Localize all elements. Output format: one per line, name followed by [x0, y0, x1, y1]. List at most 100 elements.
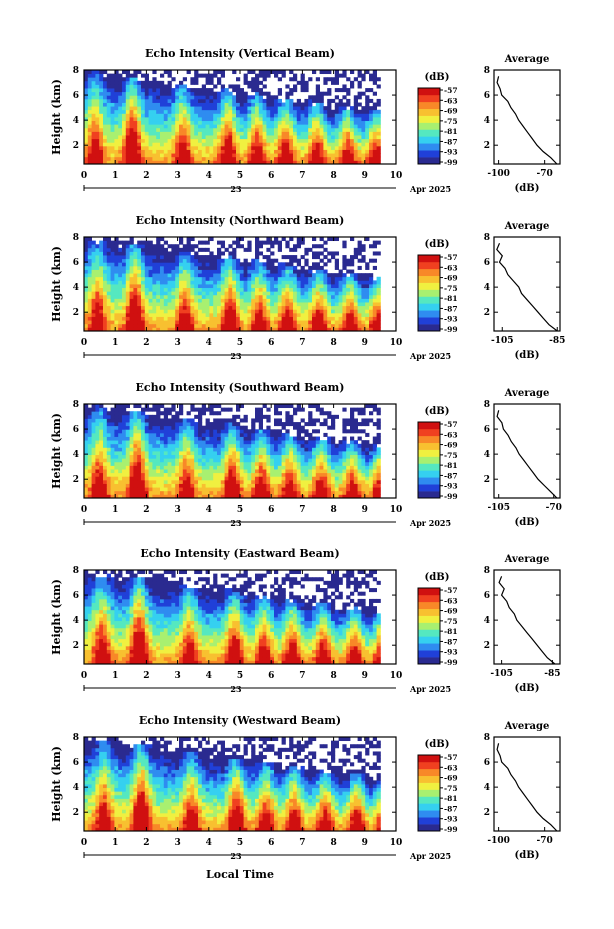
heatmap-cell: [95, 98, 100, 103]
heatmap-cell: [167, 120, 172, 125]
heatmap-cell: [220, 320, 225, 325]
heatmap-cell: [350, 276, 355, 281]
heatmap-cell: [293, 88, 298, 93]
heatmap-cell: [247, 284, 252, 289]
heatmap-cell: [319, 237, 324, 242]
heatmap-cell: [277, 70, 282, 75]
heatmap-cell: [266, 131, 271, 136]
heatmap-cell: [114, 142, 119, 147]
heatmap-cell: [357, 138, 362, 143]
heatmap-cell: [160, 131, 165, 136]
heatmap-cell: [152, 95, 157, 100]
heatmap-cell: [114, 309, 119, 314]
heatmap-cell: [365, 95, 370, 100]
heatmap-cell: [232, 131, 237, 136]
heatmap-cell: [285, 95, 290, 100]
heatmap-cell: [167, 440, 172, 445]
heatmap-cell: [129, 127, 134, 132]
heatmap-cell: [125, 117, 130, 122]
colorbar-frame: [417, 87, 441, 165]
heatmap-cell: [232, 490, 237, 495]
heatmap-cell: [274, 149, 279, 154]
heatmap-cell: [369, 302, 374, 307]
colorbar-tick-label: -57: [444, 253, 458, 262]
heatmap-cell: [99, 291, 104, 296]
heatmap-cell: [122, 113, 127, 118]
heatmap-cell: [296, 106, 301, 111]
heatmap-cell: [201, 432, 206, 437]
heatmap-cell: [190, 106, 195, 111]
heatmap-cell: [274, 98, 279, 103]
heatmap-cell: [171, 443, 176, 448]
heatmap-cell: [205, 298, 210, 303]
heatmap-cell: [133, 80, 138, 85]
heatmap-cell: [213, 135, 218, 140]
heatmap-cell: [175, 294, 180, 299]
heatmap-cell: [315, 302, 320, 307]
heatmap-cell: [144, 142, 149, 147]
heatmap-cell: [262, 312, 267, 317]
heatmap-cell: [118, 294, 123, 299]
heatmap-cell: [350, 135, 355, 140]
heatmap-cell: [133, 323, 138, 328]
heatmap-cell: [338, 276, 343, 281]
heatmap-cell: [129, 461, 134, 466]
heatmap-cell: [232, 284, 237, 289]
heatmap-cell: [300, 156, 305, 161]
heatmap-cell: [160, 91, 165, 96]
heatmap-cell: [217, 138, 222, 143]
heatmap-cell: [300, 294, 305, 299]
heatmap-cell: [346, 327, 351, 332]
heatmap-cell: [190, 305, 195, 310]
heatmap-cell: [266, 407, 271, 412]
heatmap-cell: [91, 247, 96, 252]
heatmap-cell: [258, 120, 263, 125]
heatmap-cell: [319, 302, 324, 307]
heatmap-cell: [224, 98, 229, 103]
heatmap-cell: [270, 124, 275, 129]
heatmap-cell: [251, 262, 256, 267]
heatmap-cell: [213, 84, 218, 89]
heatmap-cell: [194, 265, 199, 270]
heatmap-cell: [247, 451, 252, 456]
heatmap-cell: [118, 320, 123, 325]
heatmap-cell: [179, 490, 184, 495]
heatmap-cell: [304, 120, 309, 125]
heatmap-cell: [110, 269, 115, 274]
heatmap-cell: [281, 302, 286, 307]
heatmap-cell: [114, 476, 119, 481]
heatmap-cell: [167, 91, 172, 96]
heatmap-cell: [179, 109, 184, 114]
heatmap-cell: [167, 251, 172, 256]
heatmap-cell: [186, 411, 191, 416]
heatmap-cell: [106, 422, 111, 427]
heatmap-cell: [137, 312, 142, 317]
heatmap-cell: [376, 327, 381, 332]
heatmap-cell: [236, 479, 241, 484]
heatmap-cell: [160, 425, 165, 430]
heatmap-cell: [255, 309, 260, 314]
heatmap-cell: [163, 269, 168, 274]
heatmap-cell: [281, 102, 286, 107]
heatmap-cell: [91, 316, 96, 321]
heatmap-cell: [232, 327, 237, 332]
heatmap-cell: [369, 327, 374, 332]
heatmap-cell: [190, 472, 195, 477]
heatmap-cell: [91, 302, 96, 307]
heatmap-cell: [224, 312, 229, 317]
heatmap-cell: [167, 160, 172, 165]
heatmap-cell: [171, 135, 176, 140]
heatmap-cell: [346, 316, 351, 321]
heatmap-cell: [327, 70, 332, 75]
heatmap-cell: [103, 451, 108, 456]
heatmap-cell: [213, 494, 218, 499]
heatmap-cell: [357, 109, 362, 114]
heatmap-cell: [190, 153, 195, 158]
heatmap-cell: [357, 124, 362, 129]
heatmap-cell: [179, 138, 184, 143]
heatmap-cell: [228, 127, 233, 132]
heatmap-cell: [103, 447, 108, 452]
heatmap-cell: [186, 443, 191, 448]
heatmap-cell: [137, 276, 142, 281]
heatmap-cell: [194, 156, 199, 161]
